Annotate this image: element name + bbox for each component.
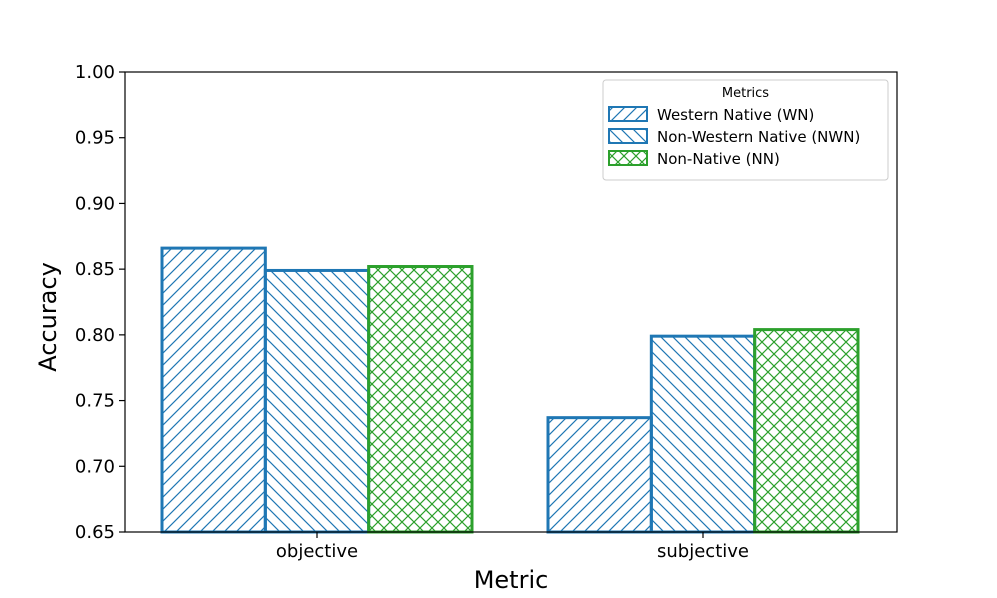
y-tick-label: 0.75	[75, 391, 115, 412]
bar-non-western-native-nwn-objective	[263, 268, 371, 534]
legend-label: Western Native (WN)	[657, 106, 814, 124]
y-tick-label: 1.00	[75, 62, 115, 83]
x-tick-label-subjective: subjective	[657, 541, 749, 562]
y-tick-label: 0.80	[75, 325, 115, 346]
legend-swatch	[608, 106, 648, 122]
y-axis-title: Accuracy	[34, 262, 62, 372]
x-tick-label-objective: objective	[276, 541, 358, 562]
bar-non-western-native-nwn-subjective	[649, 334, 757, 534]
bars-layer	[160, 246, 860, 534]
y-tick-label: 0.85	[75, 259, 115, 280]
bar-non-native-nn-subjective	[753, 328, 860, 534]
legend-title: Metrics	[722, 86, 769, 101]
y-tick-label: 0.65	[75, 522, 115, 543]
y-tick-label: 0.90	[75, 193, 115, 214]
y-tick-label: 0.95	[75, 128, 115, 149]
legend-box	[602, 79, 889, 181]
bar-western-native-wn-objective	[160, 246, 267, 534]
bar-non-native-nn-objective	[367, 265, 474, 534]
legend-swatch	[608, 128, 648, 144]
plot-frame	[124, 71, 898, 533]
axes-layer: 0.65 0.70 0.75 0.80 0.85 0.90 0.95 1.00 objectiv…	[34, 62, 898, 594]
legend-label: Non-Native (NN)	[657, 150, 780, 168]
y-tick-label: 0.70	[75, 456, 115, 477]
legend: Metrics Western Native (WN) Non-Western Na…	[602, 79, 889, 181]
legend-label: Non-Western Native (NWN)	[657, 128, 860, 146]
x-axis-title: Metric	[474, 566, 549, 594]
legend-swatch	[608, 150, 648, 166]
bar-western-native-wn-subjective	[546, 416, 653, 534]
